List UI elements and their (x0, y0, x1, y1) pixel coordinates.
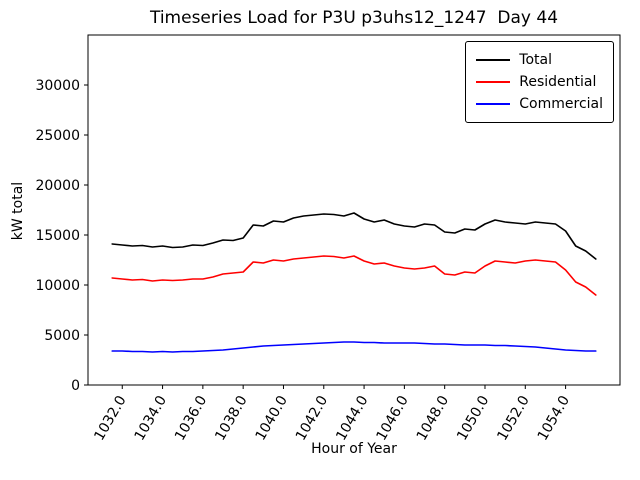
svg-text:0: 0 (71, 378, 80, 394)
legend-item-residential: Residential (476, 71, 603, 93)
svg-text:10000: 10000 (35, 278, 80, 294)
legend: Total Residential Commercial (465, 41, 614, 123)
svg-text:1046.0: 1046.0 (373, 393, 411, 443)
svg-text:15000: 15000 (35, 228, 80, 244)
legend-line-swatch-total (476, 59, 511, 61)
svg-text:20000: 20000 (35, 178, 80, 194)
svg-text:1036.0: 1036.0 (172, 393, 210, 443)
svg-text:1040.0: 1040.0 (253, 393, 291, 443)
svg-text:1054.0: 1054.0 (535, 393, 573, 443)
svg-text:1032.0: 1032.0 (91, 393, 129, 443)
svg-text:1052.0: 1052.0 (494, 393, 532, 443)
y-axis-label: kW total (10, 181, 26, 241)
legend-label-residential: Residential (519, 74, 597, 90)
legend-item-total: Total (476, 49, 603, 71)
svg-text:5000: 5000 (44, 328, 80, 344)
svg-text:1050.0: 1050.0 (454, 393, 492, 443)
svg-text:1034.0: 1034.0 (132, 393, 170, 443)
svg-text:1044.0: 1044.0 (333, 393, 371, 443)
x-axis-label: Hour of Year (311, 441, 397, 457)
svg-text:1042.0: 1042.0 (293, 393, 331, 443)
chart-title: Timeseries Load for P3U p3uhs12_1247 Day… (149, 8, 559, 28)
legend-item-commercial: Commercial (476, 93, 603, 115)
legend-label-commercial: Commercial (519, 96, 603, 112)
legend-label-total: Total (519, 52, 552, 68)
legend-line-swatch-commercial (476, 103, 511, 105)
svg-text:25000: 25000 (35, 128, 80, 144)
svg-text:1038.0: 1038.0 (212, 393, 250, 443)
legend-line-swatch-residential (476, 81, 511, 83)
svg-text:30000: 30000 (35, 78, 80, 94)
svg-text:1048.0: 1048.0 (414, 393, 452, 443)
